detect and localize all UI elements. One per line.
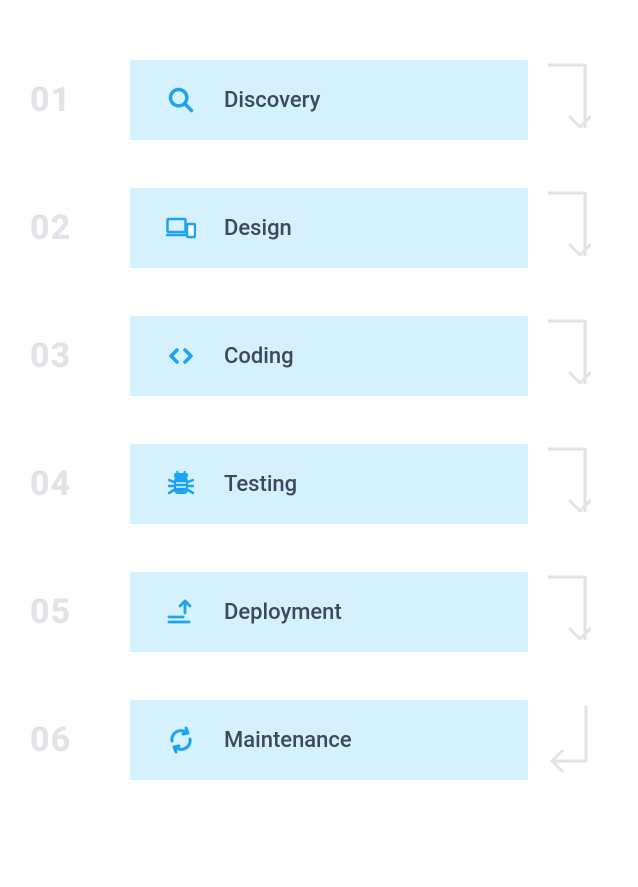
step-row: 04 Testing [30, 444, 608, 524]
step-row: 01 Discovery [30, 60, 608, 140]
arrow-down-icon [528, 317, 608, 395]
steps-container: 01 Discovery 02 Design 03 Coding 04 Testing 05 De… [30, 60, 608, 780]
step-label: Deployment [224, 600, 342, 625]
bug-icon [166, 469, 196, 499]
step-row: 06 Maintenance [30, 700, 608, 780]
step-number: 05 [30, 592, 130, 632]
arrow-down-icon [528, 61, 608, 139]
code-icon [166, 341, 196, 371]
step-box: Testing [130, 444, 528, 524]
step-box: Coding [130, 316, 528, 396]
step-number: 02 [30, 208, 130, 248]
step-box: Deployment [130, 572, 528, 652]
arrow-return-icon [528, 701, 608, 779]
step-number: 03 [30, 336, 130, 376]
arrow-down-icon [528, 189, 608, 267]
arrow-down-icon [528, 445, 608, 523]
step-label: Maintenance [224, 728, 352, 753]
search-icon [166, 85, 196, 115]
step-label: Coding [224, 344, 294, 369]
step-row: 02 Design [30, 188, 608, 268]
arrow-down-icon [528, 573, 608, 651]
step-label: Testing [224, 472, 297, 497]
step-box: Discovery [130, 60, 528, 140]
step-label: Discovery [224, 88, 320, 113]
upload-icon [166, 597, 196, 627]
step-row: 05 Deployment [30, 572, 608, 652]
sync-icon [166, 725, 196, 755]
step-row: 03 Coding [30, 316, 608, 396]
devices-icon [166, 213, 196, 243]
step-number: 06 [30, 720, 130, 760]
step-box: Design [130, 188, 528, 268]
step-number: 01 [30, 80, 130, 120]
step-number: 04 [30, 464, 130, 504]
step-box: Maintenance [130, 700, 528, 780]
step-label: Design [224, 216, 292, 241]
